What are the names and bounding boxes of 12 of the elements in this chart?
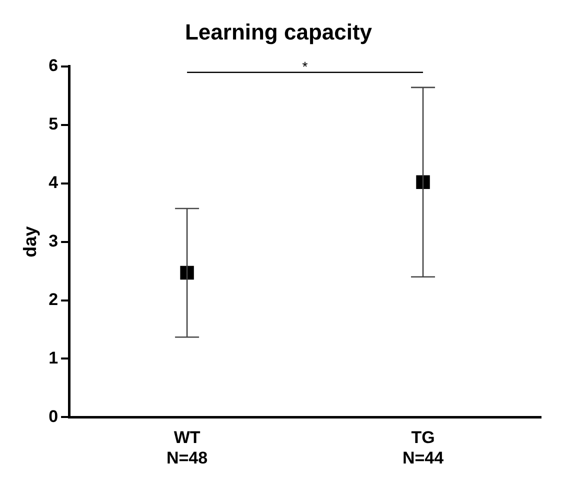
y-tick-label: 2	[48, 290, 58, 309]
y-tick-label: 1	[48, 348, 58, 368]
y-axis-title: day	[20, 226, 40, 258]
y-tick-label: 6	[48, 56, 58, 76]
x-tick-label: TG N=44	[402, 428, 444, 468]
annotation: *	[302, 58, 308, 74]
x-tick-label: WT N=48	[166, 428, 208, 468]
y-tick-label: 0	[48, 406, 58, 426]
chart-title: Learning capacity	[184, 19, 373, 44]
y-tick-label: 4	[48, 173, 59, 192]
y-tick-label: 5	[48, 114, 58, 134]
y-tick-label: 3	[48, 231, 58, 250]
